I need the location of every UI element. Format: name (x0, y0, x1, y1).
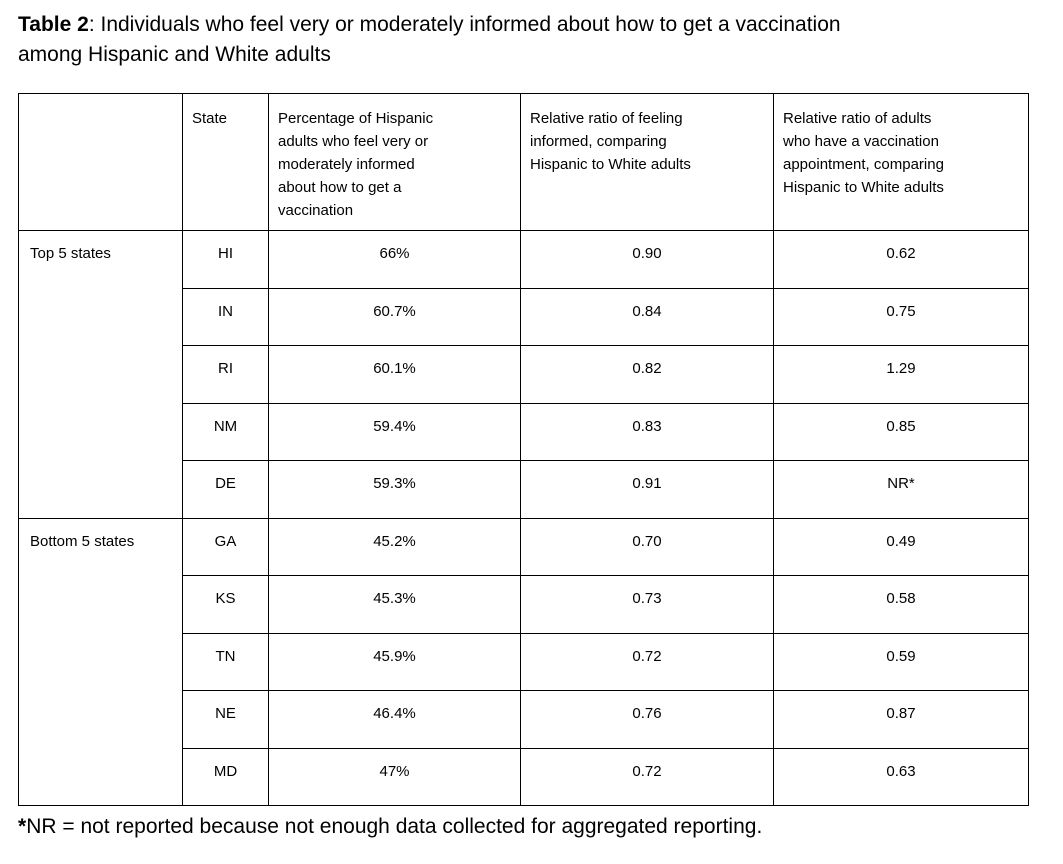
state-cell: TN (182, 632, 269, 691)
ratio-appointment-cell: 0.49 (773, 517, 1029, 576)
document-page: Table 2: Individuals who feel very or mo… (18, 10, 1045, 840)
table-row: IN 60.7% 0.84 0.75 (19, 287, 1029, 346)
ratio-appointment-cell: 0.75 (773, 287, 1029, 346)
table-row: NE 46.4% 0.76 0.87 (19, 690, 1029, 749)
table-row: NM 59.4% 0.83 0.85 (19, 402, 1029, 461)
row-group-label-bottom5: Bottom 5 states (18, 517, 183, 806)
table-row: TN 45.9% 0.72 0.59 (19, 632, 1029, 691)
state-cell: DE (182, 460, 269, 519)
footnote: *NR = not reported because not enough da… (18, 813, 1045, 840)
ratio-appointment-cell: 0.58 (773, 575, 1029, 634)
table-title-text: : Individuals who feel very or moderatel… (18, 13, 841, 66)
table-title: Table 2: Individuals who feel very or mo… (18, 10, 1028, 70)
percentage-cell: 66% (268, 230, 521, 289)
percentage-cell: 47% (268, 747, 521, 806)
ratio-appointment-cell: 0.87 (773, 690, 1029, 749)
table-row: Bottom 5 states GA 45.2% 0.70 0.49 (18, 517, 1029, 806)
ratio-informed-cell: 0.73 (520, 575, 774, 634)
percentage-cell: 45.9% (268, 632, 521, 691)
ratio-appointment-cell: 0.85 (773, 402, 1029, 461)
percentage-cell: 45.3% (268, 575, 521, 634)
ratio-informed-cell: 0.91 (520, 460, 774, 519)
percentage-cell: 59.4% (268, 402, 521, 461)
column-header-percentage-informed: Percentage of Hispanic adults who feel v… (268, 93, 521, 231)
state-cell: MD (182, 747, 269, 806)
ratio-informed-cell: 0.82 (520, 345, 774, 404)
column-header-ratio-informed: Relative ratio of feeling informed, comp… (520, 93, 774, 231)
footnote-marker: * (18, 815, 27, 838)
row-group-label-top5: Top 5 states (18, 230, 183, 519)
table-row: MD 47% 0.72 0.63 (19, 747, 1029, 806)
state-cell: NM (182, 402, 269, 461)
percentage-cell: 60.7% (268, 287, 521, 346)
percentage-cell: 45.2% (268, 517, 521, 576)
column-header-group (18, 93, 183, 231)
percentage-cell: 60.1% (268, 345, 521, 404)
state-cell: HI (182, 230, 269, 289)
ratio-appointment-cell: 0.62 (773, 230, 1029, 289)
percentage-cell: 46.4% (268, 690, 521, 749)
ratio-informed-cell: 0.72 (520, 747, 774, 806)
state-cell: RI (182, 345, 269, 404)
ratio-informed-cell: 0.76 (520, 690, 774, 749)
state-cell: NE (182, 690, 269, 749)
ratio-appointment-cell: NR* (773, 460, 1029, 519)
ratio-informed-cell: 0.72 (520, 632, 774, 691)
ratio-informed-cell: 0.83 (520, 402, 774, 461)
ratio-appointment-cell: 0.63 (773, 747, 1029, 806)
state-cell: GA (182, 517, 269, 576)
footnote-text: NR = not reported because not enough dat… (26, 815, 763, 838)
table-row: KS 45.3% 0.73 0.58 (19, 575, 1029, 634)
ratio-informed-cell: 0.84 (520, 287, 774, 346)
table-row: Top 5 states HI 66% 0.90 0.62 (18, 230, 1029, 519)
table-title-label: Table 2 (18, 13, 89, 36)
state-cell: IN (182, 287, 269, 346)
data-table: State Percentage of Hispanic adults who … (18, 93, 1029, 806)
ratio-informed-cell: 0.70 (520, 517, 774, 576)
header-row: State Percentage of Hispanic adults who … (18, 93, 1029, 231)
ratio-informed-cell: 0.90 (520, 230, 774, 289)
ratio-appointment-cell: 1.29 (773, 345, 1029, 404)
state-cell: KS (182, 575, 269, 634)
ratio-appointment-cell: 0.59 (773, 632, 1029, 691)
percentage-cell: 59.3% (268, 460, 521, 519)
table-row: RI 60.1% 0.82 1.29 (19, 345, 1029, 404)
column-header-ratio-appointment: Relative ratio of adults who have a vacc… (773, 93, 1029, 231)
column-header-state: State (182, 93, 269, 231)
table-row: DE 59.3% 0.91 NR* (19, 460, 1029, 519)
